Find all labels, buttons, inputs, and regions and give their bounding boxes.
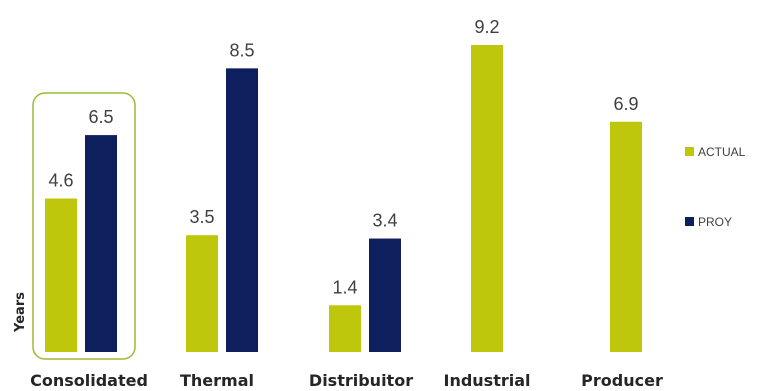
value-label-thermal-actual: 3.5 bbox=[189, 207, 214, 227]
bar-consolidated-actual bbox=[45, 198, 77, 352]
value-label-thermal-proy: 8.5 bbox=[229, 40, 254, 60]
value-label-producer-actual: 6.9 bbox=[613, 94, 638, 114]
bar-producer-actual bbox=[610, 121, 642, 352]
bar-thermal-actual bbox=[186, 235, 218, 352]
bar-industrial-actual bbox=[471, 45, 503, 352]
legend-swatch-actual bbox=[685, 147, 694, 156]
legend-label-actual: ACTUAL bbox=[698, 145, 746, 159]
bar-distribuitor-actual bbox=[329, 305, 361, 352]
value-label-distribuitor-actual: 1.4 bbox=[332, 277, 357, 297]
y-axis-label: Years bbox=[13, 292, 28, 333]
category-label-industrial: Industrial bbox=[443, 371, 530, 390]
legend-label-proy: PROY bbox=[698, 215, 732, 229]
category-label-consolidated: Consolidated bbox=[30, 371, 148, 390]
value-label-consolidated-actual: 4.6 bbox=[48, 171, 73, 191]
category-label-producer: Producer bbox=[581, 371, 663, 390]
bar-distribuitor-proy bbox=[369, 238, 401, 352]
bar-consolidated-proy bbox=[85, 135, 117, 352]
legend-swatch-proy bbox=[685, 217, 694, 226]
value-label-industrial-actual: 9.2 bbox=[474, 17, 499, 37]
category-label-distribuitor: Distribuitor bbox=[309, 371, 413, 390]
highlight-box bbox=[32, 92, 136, 360]
bar-thermal-proy bbox=[226, 68, 258, 352]
value-label-consolidated-proy: 6.5 bbox=[88, 107, 113, 127]
value-label-distribuitor-proy: 3.4 bbox=[372, 211, 397, 231]
category-label-thermal: Thermal bbox=[180, 371, 254, 390]
